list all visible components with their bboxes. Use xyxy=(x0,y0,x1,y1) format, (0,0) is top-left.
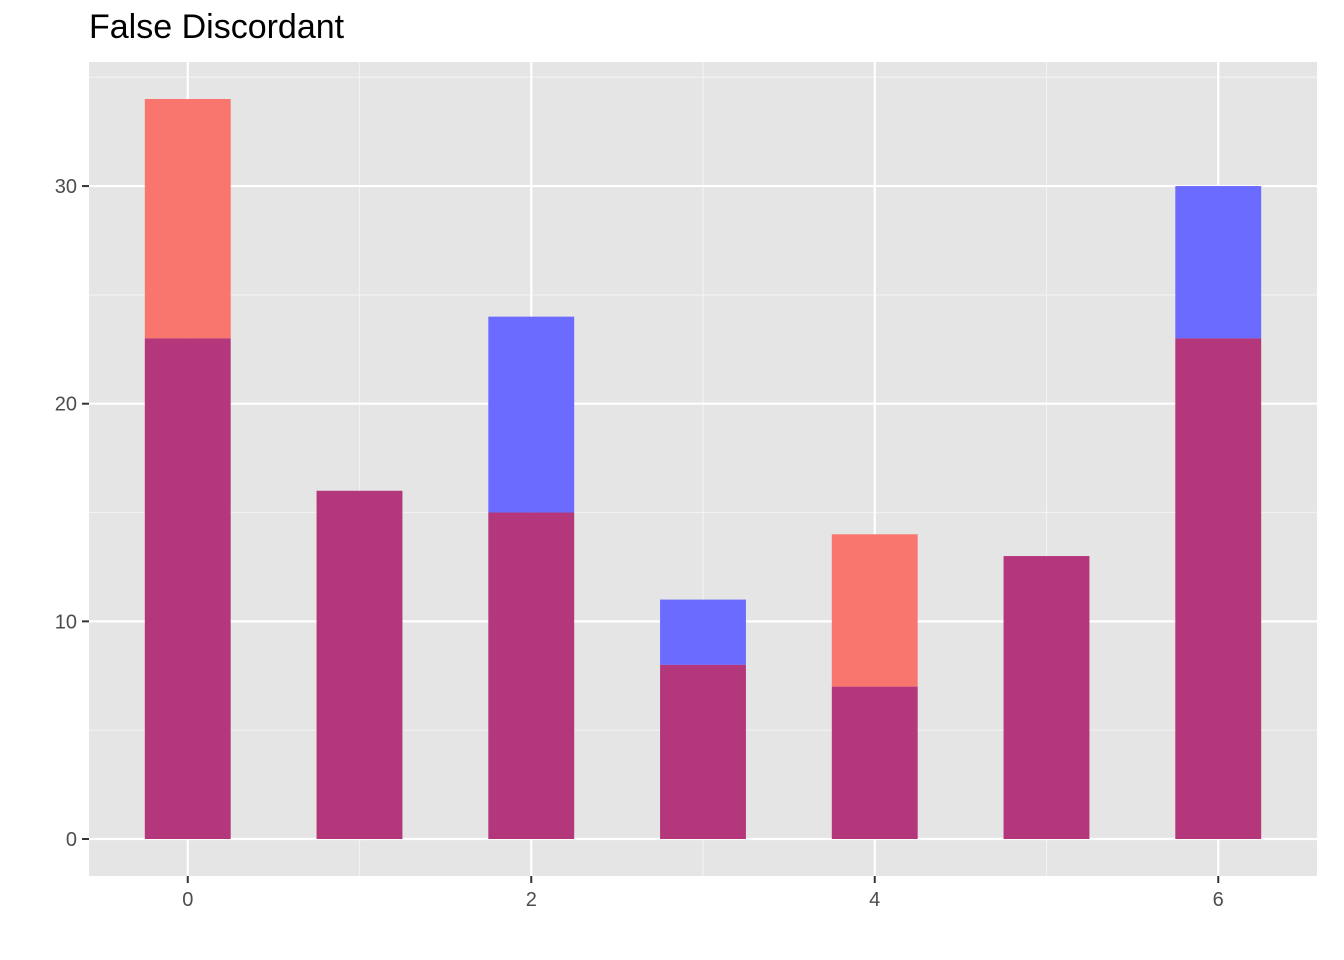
x-tick-label: 6 xyxy=(1213,889,1224,911)
x-tick-label: 0 xyxy=(182,889,193,911)
x-tick-label: 4 xyxy=(869,889,880,911)
bar-overlap-x6 xyxy=(1175,338,1262,839)
x-tick-label: 2 xyxy=(526,889,537,911)
y-tick-label: 10 xyxy=(55,611,77,633)
bar-overlap-x5 xyxy=(1003,556,1090,839)
y-tick-label: 30 xyxy=(55,176,77,198)
bar-overlap-x0 xyxy=(144,338,231,839)
y-tick-label: 0 xyxy=(66,829,77,851)
bar-overlap-x4 xyxy=(831,686,918,839)
bar-series-2-x3 xyxy=(660,599,746,665)
bar-series-1-x4 xyxy=(831,534,918,687)
bar-overlap-x1 xyxy=(316,490,403,839)
y-tick-label: 20 xyxy=(55,394,77,416)
bars-layer xyxy=(144,99,1262,839)
axes-layer: 0 10 20 30 0 2 4 6 xyxy=(55,176,1224,911)
bar-series-2-x2 xyxy=(488,316,575,513)
bar-overlap-x2 xyxy=(488,512,575,839)
bar-series-1-x0 xyxy=(144,99,231,339)
bar-overlap-x3 xyxy=(660,664,746,839)
chart-title: False Discordant xyxy=(89,8,345,46)
minor-gridlines xyxy=(89,62,1317,876)
bar-series-2-x6 xyxy=(1175,186,1262,339)
